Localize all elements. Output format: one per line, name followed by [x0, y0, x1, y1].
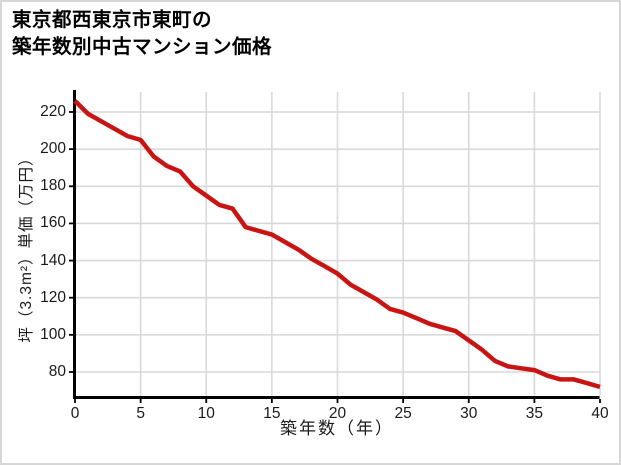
x-tick-label: 30 — [460, 405, 478, 422]
chart-title: 東京都西東京市東町の 築年数別中古マンション価格 — [12, 7, 272, 61]
y-axis-title: 坪（3.3m²）単価（万円） — [18, 149, 35, 343]
y-tick-label: 80 — [48, 362, 66, 380]
x-tick-label: 5 — [136, 405, 145, 422]
x-tick-label: 0 — [70, 405, 80, 422]
chart-title-line1: 東京都西東京市東町の — [12, 9, 213, 31]
y-tick-label: 140 — [40, 251, 66, 269]
x-tick-label: 25 — [394, 405, 412, 422]
chart-title-line2: 築年数別中古マンション価格 — [12, 36, 273, 58]
y-tick-label: 160 — [40, 214, 66, 232]
y-tick-label: 100 — [40, 325, 66, 343]
x-tick-label: 40 — [591, 405, 609, 422]
y-tick-label: 200 — [40, 140, 66, 158]
x-tick-label: 35 — [525, 405, 543, 422]
y-tick-label: 220 — [40, 103, 66, 120]
x-tick-label: 15 — [263, 405, 281, 422]
x-axis-title: 築年数（年） — [280, 419, 394, 438]
x-tick-label: 20 — [328, 405, 347, 422]
x-tick-label: 10 — [197, 405, 215, 422]
y-tick-label: 180 — [40, 177, 66, 195]
y-tick-label: 120 — [40, 288, 66, 306]
